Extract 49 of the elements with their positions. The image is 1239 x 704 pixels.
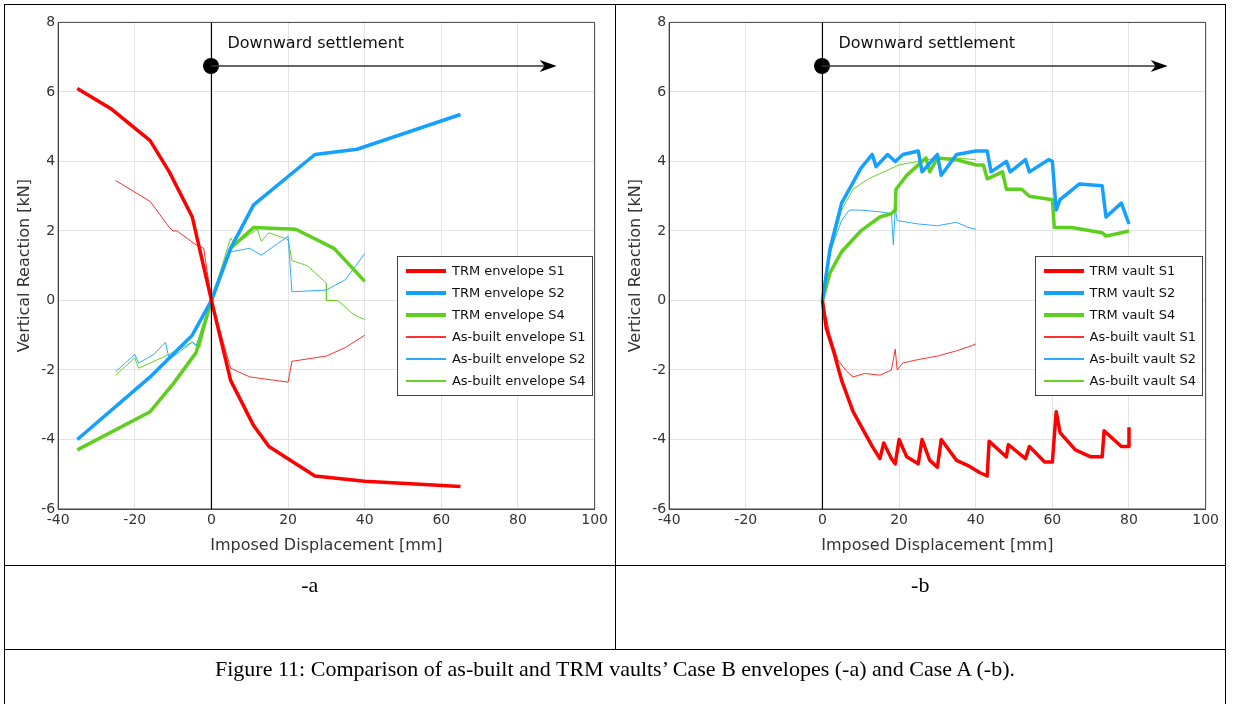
legend-label: As-built envelope S1: [451, 329, 586, 345]
x-tick-label: 40: [355, 511, 374, 528]
legend-label: TRM envelope S2: [451, 285, 565, 301]
x-tick-label: 80: [509, 511, 527, 528]
x-tick-label: 80: [1119, 511, 1138, 528]
y-tick-label: 4: [656, 152, 666, 169]
x-tick-label: 100: [1191, 511, 1219, 528]
y-tick-label: 2: [46, 221, 56, 238]
legend-label: As-built envelope S2: [451, 351, 586, 367]
legend-label: As-built vault S4: [1089, 373, 1197, 389]
y-tick-label: -4: [41, 430, 56, 447]
x-tick-label: 40: [966, 511, 985, 528]
legend-label: As-built vault S1: [1089, 329, 1197, 345]
x-axis-title: Imposed Displacement [mm]: [820, 534, 1054, 554]
legend-label: TRM vault S1: [1089, 263, 1176, 279]
x-tick-label: 60: [432, 511, 451, 528]
y-tick-label: 0: [46, 291, 56, 308]
y-tick-label: -2: [41, 360, 56, 377]
legend-label: TRM envelope S1: [451, 263, 565, 279]
x-tick-label: -20: [733, 511, 757, 528]
legend-label: As-built vault S2: [1089, 351, 1197, 367]
y-tick-label: 6: [46, 82, 56, 99]
annotation: Downward settlement: [227, 33, 405, 53]
legend-label: TRM envelope S4: [451, 307, 565, 323]
x-tick-label: 100: [581, 511, 609, 528]
x-tick-label: 0: [817, 511, 827, 528]
text: -b: [615, 565, 1226, 650]
y-tick-label: 6: [656, 82, 666, 99]
y-tick-label: -4: [651, 430, 666, 447]
x-tick-label: 0: [206, 511, 216, 528]
caption: Figure 11: Comparison of as-built and TRM vaults’ Case B envelopes (-a) and Case A (-b).: [4, 649, 1226, 704]
y-tick-label: 8: [656, 13, 666, 30]
legend-label: As-built envelope S4: [451, 373, 586, 389]
y-tick-label: 4: [46, 152, 56, 169]
y-tick-label: 2: [656, 221, 666, 238]
y-axis-title: Vertical Reaction [kN]: [624, 179, 644, 353]
annotation: Downward settlement: [837, 33, 1015, 53]
y-tick-label: 0: [656, 291, 666, 308]
x-tick-label: -20: [123, 511, 147, 528]
y-tick-label: -2: [651, 360, 666, 377]
legend-label: TRM vault S2: [1089, 285, 1176, 301]
x-tick-label: 20: [279, 511, 297, 528]
y-axis-title: Vertical Reaction [kN]: [13, 179, 33, 353]
x-tick-label: 20: [889, 511, 908, 528]
x-tick-label: 60: [1042, 511, 1061, 528]
text: -a: [4, 565, 615, 650]
x-axis-title: Imposed Displacement [mm]: [210, 534, 443, 554]
y-tick-label: 8: [46, 13, 56, 30]
legend-label: TRM vault S4: [1089, 307, 1176, 323]
